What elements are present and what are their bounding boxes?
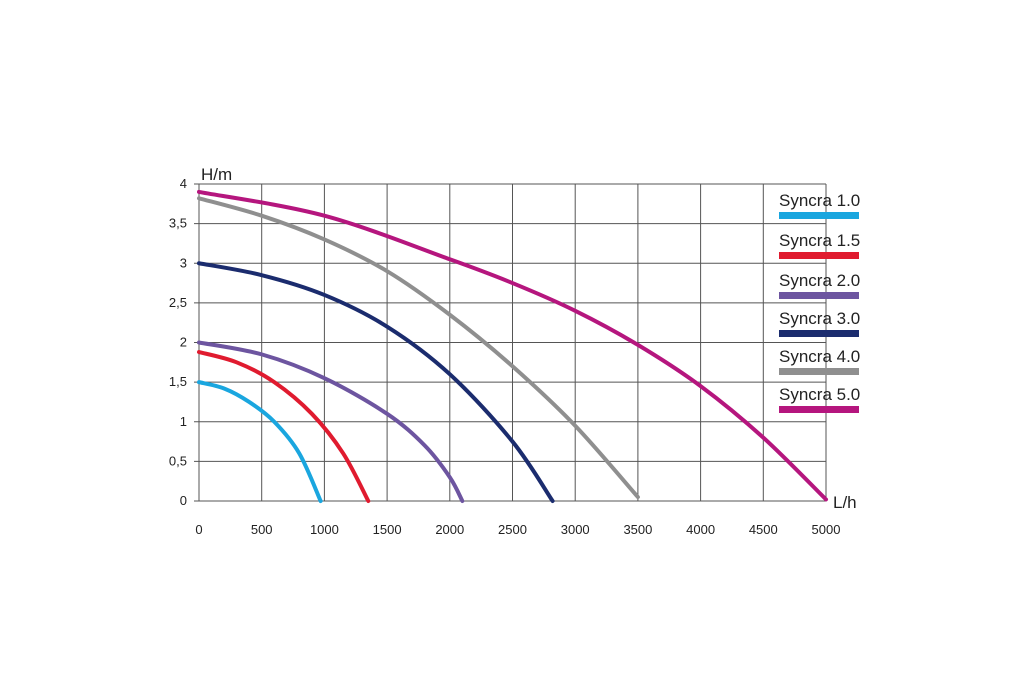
x-tick-label: 1000 [310, 522, 339, 537]
x-tick-label: 0 [195, 522, 202, 537]
legend-label: Syncra 5.0 [779, 385, 860, 404]
y-tick-label: 0,5 [169, 453, 187, 468]
legend-swatch [779, 292, 859, 299]
legend-label: Syncra 4.0 [779, 347, 860, 366]
legend: Syncra 1.0 Syncra 1.5 Syncra 2.0 Syncra 3.0… [779, 191, 860, 413]
legend-label: Syncra 1.5 [779, 231, 860, 250]
x-axis-label: L/h [833, 493, 857, 512]
y-tick-label: 3,5 [169, 216, 187, 231]
y-tick-label: 4 [180, 176, 187, 191]
series-line-syncra-1-5 [197, 350, 371, 503]
legend-label: Syncra 2.0 [779, 271, 860, 290]
curves [197, 189, 828, 503]
y-tick-label: 2 [180, 335, 187, 350]
x-tick-label: 3000 [561, 522, 590, 537]
series-line-syncra-5-0 [197, 189, 828, 502]
legend-swatch [779, 406, 859, 413]
x-tick-label: 5000 [812, 522, 841, 537]
x-tick-label: 2000 [435, 522, 464, 537]
y-tick-label: 2,5 [169, 295, 187, 310]
series-line-syncra-4-0 [197, 196, 640, 500]
legend-swatch [779, 330, 859, 337]
series-line-syncra-2-0 [197, 340, 465, 503]
x-tick-label: 3500 [623, 522, 652, 537]
y-tick-label: 3 [180, 255, 187, 270]
legend-swatch [779, 252, 859, 259]
y-tick-label: 1,5 [169, 374, 187, 389]
x-tick-label: 4000 [686, 522, 715, 537]
x-tick-label: 2500 [498, 522, 527, 537]
grid [194, 183, 827, 502]
tick-labels: 0 500 1000 1500 2000 2500 3000 3500 4000 4500 5000… [169, 176, 841, 537]
legend-label: Syncra 1.0 [779, 191, 860, 210]
y-axis-label: H/m [201, 165, 232, 184]
x-tick-label: 1500 [373, 522, 402, 537]
series-line-syncra-1-0 [197, 380, 323, 503]
series-line-syncra-3-0 [197, 261, 555, 503]
y-tick-label: 0 [180, 493, 187, 508]
x-tick-label: 500 [251, 522, 273, 537]
legend-swatch [779, 368, 859, 375]
legend-swatch [779, 212, 859, 219]
y-tick-label: 1 [180, 414, 187, 429]
x-tick-label: 4500 [749, 522, 778, 537]
legend-label: Syncra 3.0 [779, 309, 860, 328]
